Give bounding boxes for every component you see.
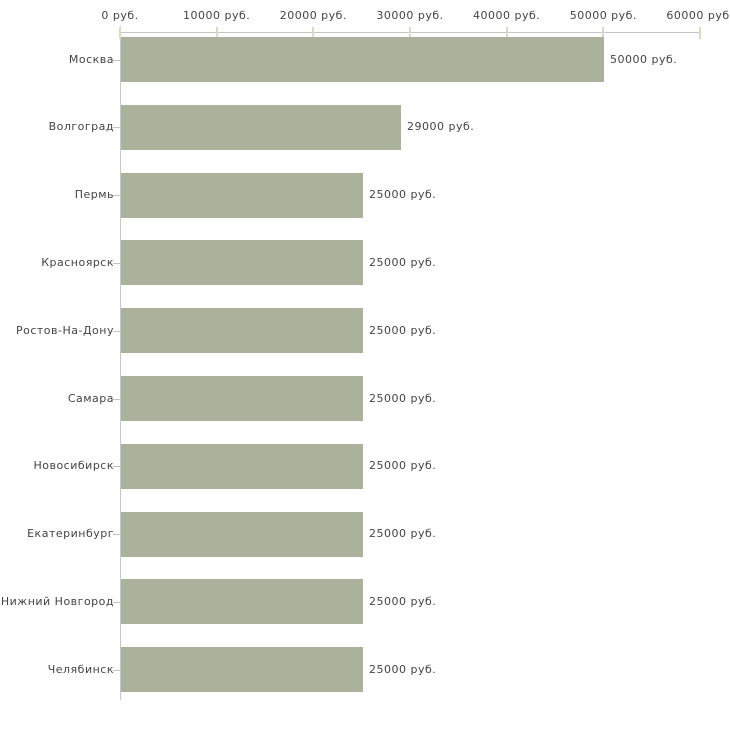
x-axis-tick — [699, 27, 701, 39]
x-axis-tick-label: 50000 руб. — [569, 9, 637, 22]
x-axis-tick — [312, 27, 315, 39]
y-axis-tick — [113, 127, 120, 128]
value-label: 25000 руб. — [369, 188, 437, 202]
y-axis-tick — [113, 331, 120, 332]
bar — [121, 376, 363, 421]
category-label: Красноярск — [41, 255, 114, 269]
y-axis-tick — [113, 263, 120, 264]
x-axis-tick — [602, 27, 605, 39]
y-axis-tick — [113, 602, 120, 603]
category-label: Нижний Новгород — [0, 594, 114, 608]
y-axis-line — [120, 26, 121, 700]
bar — [121, 647, 363, 693]
y-axis-tick — [113, 670, 120, 671]
bar — [121, 579, 363, 625]
value-label: 29000 руб. — [407, 120, 475, 134]
category-label: Новосибирск — [33, 459, 114, 473]
value-label: 25000 руб. — [369, 391, 437, 405]
x-axis-tick-label: 20000 руб. — [279, 9, 347, 22]
category-label: Челябинск — [47, 662, 114, 676]
category-label: Волгоград — [48, 120, 114, 134]
x-axis-tick — [505, 27, 508, 39]
y-axis-tick — [113, 195, 120, 196]
bar — [121, 104, 401, 150]
y-axis-tick — [113, 60, 120, 61]
y-axis-tick — [113, 534, 120, 535]
bar — [121, 511, 363, 557]
x-axis-tick-label: 0 руб. — [101, 9, 139, 22]
value-label: 25000 руб. — [369, 459, 437, 473]
bar — [121, 240, 363, 286]
bar — [121, 172, 363, 218]
category-label: Екатеринбург — [27, 527, 114, 541]
x-axis-tick — [119, 27, 121, 39]
x-axis-tick — [409, 27, 411, 39]
bar — [121, 443, 363, 489]
value-label: 25000 руб. — [369, 255, 437, 269]
y-axis-tick — [113, 399, 120, 400]
value-label: 25000 руб. — [369, 662, 437, 676]
category-label: Пермь — [74, 188, 114, 202]
x-axis-tick — [215, 27, 218, 39]
x-axis-tick-label: 30000 руб. — [376, 9, 444, 22]
value-label: 50000 руб. — [610, 52, 678, 66]
bar — [121, 37, 604, 82]
y-axis-tick — [113, 466, 120, 467]
value-label: 25000 руб. — [369, 527, 437, 541]
category-label: Самара — [67, 391, 114, 405]
x-axis-tick-label: 60000 руб. — [666, 9, 730, 22]
category-label: Ростов-На-Дону — [15, 323, 114, 337]
x-axis-tick-label: 40000 руб. — [473, 9, 541, 22]
value-label: 25000 руб. — [369, 323, 437, 337]
category-label: Москва — [68, 52, 114, 66]
x-axis-tick-label: 10000 руб. — [183, 9, 251, 22]
value-label: 25000 руб. — [369, 594, 437, 608]
bar — [121, 308, 363, 354]
